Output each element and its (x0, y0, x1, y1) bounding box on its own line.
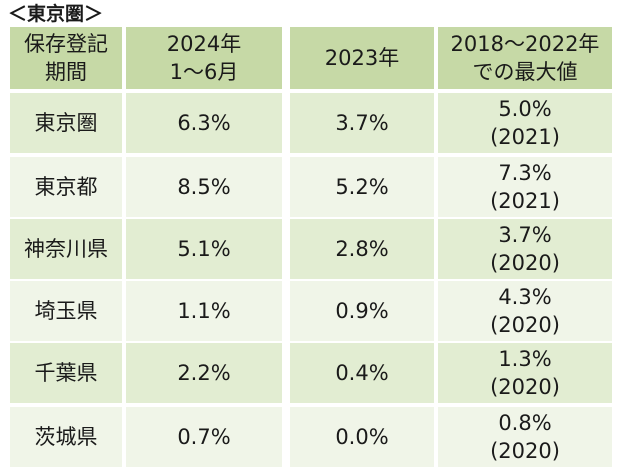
row-current: 1.1% (177, 299, 231, 323)
row-current-cell: 1.1% (126, 281, 282, 341)
row-previous-cell: 0.4% (290, 343, 434, 403)
row-max-value: 4.3% (498, 285, 552, 309)
row-current-cell: 5.1% (126, 219, 282, 279)
row-max-year: (2021) (490, 125, 560, 149)
row-region-cell: 東京都 (10, 157, 122, 217)
header-previous-label: 2023年 (324, 46, 400, 70)
row-current-cell: 0.7% (126, 407, 282, 467)
row-previous: 0.9% (335, 299, 389, 323)
row-current-cell: 2.2% (126, 343, 282, 403)
header-region-line1: 保存登記 (24, 32, 108, 56)
row-region-cell: 神奈川県 (10, 219, 122, 279)
row-max-year: (2020) (490, 251, 560, 275)
header-max: 2018～2022年 での最大値 (438, 27, 612, 89)
row-region: 茨城県 (34, 425, 98, 449)
header-max-line1: 2018～2022年 (450, 32, 600, 56)
header-current-line2: 1～6月 (169, 60, 239, 84)
row-previous-cell: 2.8% (290, 219, 434, 279)
row-max-value: 0.8% (498, 411, 552, 435)
row-max-value: 5.0% (498, 97, 552, 121)
row-region-cell: 茨城県 (10, 407, 122, 467)
header-previous: 2023年 (290, 27, 434, 89)
header-max-line2: での最大値 (472, 60, 578, 84)
header-current-line1: 2024年 (166, 32, 242, 56)
row-current-cell: 6.3% (126, 93, 282, 153)
row-max-cell: 0.8% (2020) (438, 407, 612, 467)
header-current: 2024年 1～6月 (126, 27, 282, 89)
row-region: 千葉県 (34, 361, 98, 385)
row-current: 8.5% (177, 175, 231, 199)
row-region-cell: 埼玉県 (10, 281, 122, 341)
row-previous: 5.2% (335, 175, 389, 199)
row-previous: 3.7% (335, 111, 389, 135)
row-previous-cell: 5.2% (290, 157, 434, 217)
row-region: 東京圏 (34, 111, 98, 135)
row-previous-cell: 0.0% (290, 407, 434, 467)
row-max-cell: 4.3% (2020) (438, 281, 612, 341)
row-max-year: (2020) (490, 313, 560, 337)
header-region-line2: 期間 (45, 60, 87, 84)
header-region: 保存登記 期間 (10, 27, 122, 89)
row-previous-cell: 0.9% (290, 281, 434, 341)
row-max-cell: 1.3% (2020) (438, 343, 612, 403)
row-previous-cell: 3.7% (290, 93, 434, 153)
row-max-value: 3.7% (498, 223, 552, 247)
row-region: 埼玉県 (34, 299, 98, 323)
row-current: 5.1% (177, 237, 231, 261)
row-current: 6.3% (177, 111, 231, 135)
row-max-year: (2021) (490, 189, 560, 213)
row-max-year: (2020) (490, 375, 560, 399)
row-max-year: (2020) (490, 439, 560, 463)
row-current: 0.7% (177, 425, 231, 449)
row-previous: 0.0% (335, 425, 389, 449)
row-current-cell: 8.5% (126, 157, 282, 217)
row-max-value: 1.3% (498, 347, 552, 371)
row-max-cell: 5.0% (2021) (438, 93, 612, 153)
row-max-value: 7.3% (498, 161, 552, 185)
statistics-table: 保存登記期間 2024年 1～6月 2023年 2018～2022年 での最大値 東… (10, 27, 612, 469)
row-region-cell: 東京圏 (10, 93, 122, 153)
row-max-cell: 3.7% (2020) (438, 219, 612, 279)
row-region: 神奈川県 (24, 237, 108, 261)
row-previous: 2.8% (335, 237, 389, 261)
row-current: 2.2% (177, 361, 231, 385)
row-region: 東京都 (34, 175, 98, 199)
table-title: ＜東京圏＞ (8, 3, 104, 25)
row-previous: 0.4% (335, 361, 389, 385)
row-region-cell: 千葉県 (10, 343, 122, 403)
row-max-cell: 7.3% (2021) (438, 157, 612, 217)
